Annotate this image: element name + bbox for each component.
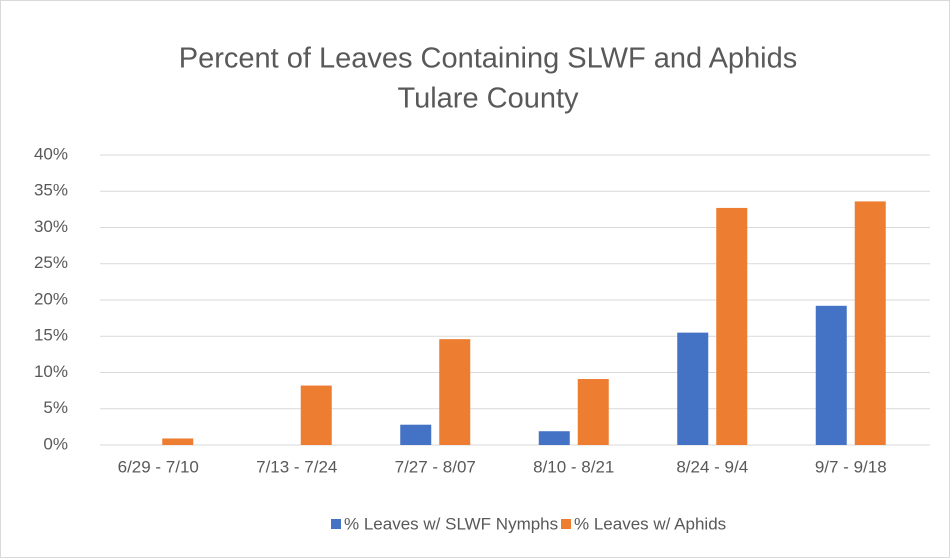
y-tick-label: 35% — [34, 181, 68, 200]
legend-swatch — [331, 519, 341, 529]
y-tick-label: 20% — [34, 289, 68, 308]
x-tick-label: 8/10 - 8/21 — [533, 457, 614, 476]
legend-swatch — [561, 519, 571, 529]
bar — [538, 431, 570, 445]
bar — [439, 339, 471, 445]
y-tick-label: 40% — [34, 144, 68, 163]
bar — [162, 438, 194, 445]
bar — [716, 207, 748, 445]
bar — [400, 424, 432, 445]
x-tick-label: 9/7 - 9/18 — [815, 457, 887, 476]
bar — [300, 385, 332, 445]
x-tick-label: 7/27 - 8/07 — [395, 457, 476, 476]
bar — [677, 332, 709, 445]
y-tick-label: 0% — [43, 434, 68, 453]
bar — [815, 305, 847, 445]
x-tick-label: 8/24 - 9/4 — [676, 457, 748, 476]
y-tick-label: 25% — [34, 253, 68, 272]
y-tick-label: 30% — [34, 217, 68, 236]
y-tick-label: 5% — [43, 398, 68, 417]
chart-title: Percent of Leaves Containing SLWF and Ap… — [179, 43, 798, 75]
bar — [854, 201, 886, 445]
y-tick-label: 10% — [34, 362, 68, 381]
legend-label: % Leaves w/ Aphids — [574, 514, 726, 533]
x-tick-label: 7/13 - 7/24 — [256, 457, 337, 476]
x-tick-label: 6/29 - 7/10 — [118, 457, 199, 476]
chart-subtitle: Tulare County — [397, 83, 579, 115]
bar — [577, 379, 609, 445]
y-tick-label: 15% — [34, 326, 68, 345]
legend-label: % Leaves w/ SLWF Nymphs — [344, 514, 558, 533]
